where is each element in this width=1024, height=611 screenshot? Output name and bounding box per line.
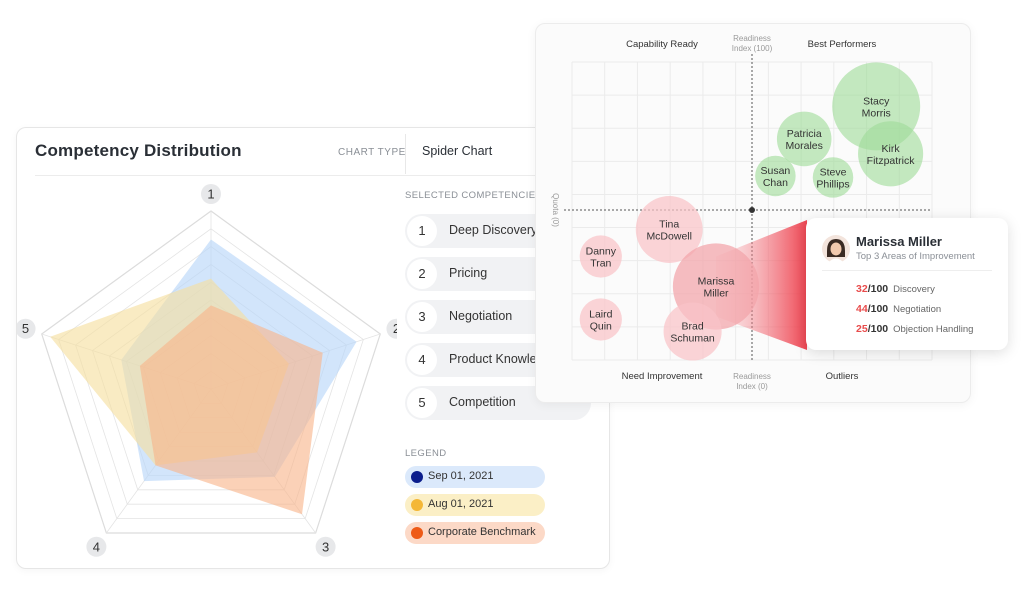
bubble-label: Steve Phillips xyxy=(816,166,849,190)
radar-axis-label: 5 xyxy=(22,321,29,336)
bubble-point xyxy=(812,157,854,198)
axis-label: Quota (0) xyxy=(551,193,560,227)
improvement-row: 32/100 Discovery xyxy=(856,283,935,295)
legend-dot-icon xyxy=(411,471,423,483)
card-title: Competency Distribution xyxy=(35,141,242,160)
readiness-quadrant-card: Stacy Morris Kirk Fitzpatrick Patricia Morale… xyxy=(535,23,971,403)
radar-axis-badge xyxy=(386,318,397,339)
legend-item-sep: Sep 01, 2021 xyxy=(405,466,545,488)
improvement-row: 44/100 Negotiation xyxy=(856,303,941,315)
radar-axis-badge xyxy=(17,318,36,339)
selected-competencies-label: SELECTED COMPETENCIES xyxy=(405,190,543,201)
competency-label: Deep Discovery xyxy=(449,223,538,237)
chart-type-select[interactable]: Spider Chart xyxy=(422,144,493,158)
competency-distribution-card: Competency Distribution CHART TYPE Spide… xyxy=(16,127,610,569)
axis-label: Readiness xyxy=(733,372,771,381)
quadrant-label: Best Performers xyxy=(808,39,877,50)
radar-axis-label: 2 xyxy=(393,321,397,336)
bubble-label: Susan Chan xyxy=(761,165,791,189)
score-max: /100 xyxy=(867,283,889,295)
competency-number: 1 xyxy=(407,216,437,246)
bubble-point xyxy=(755,155,796,197)
radar-axis-label: 1 xyxy=(207,187,214,202)
quadrant-label: Capability Ready xyxy=(626,39,698,50)
bubble-label: Brad Schuman xyxy=(670,321,715,345)
bubble-point xyxy=(579,235,622,278)
header-divider-line xyxy=(35,175,595,176)
bubble-point xyxy=(579,298,622,341)
radar-axis-badge xyxy=(315,536,336,557)
bubble-label: Kirk Fitzpatrick xyxy=(867,143,916,167)
score-value: 25 xyxy=(856,323,868,335)
bubble-point xyxy=(663,302,722,361)
bubble-label: Marissa Miller xyxy=(698,276,735,300)
radar-axis-label: 4 xyxy=(93,539,100,554)
header-divider xyxy=(405,134,406,174)
competency-number: 2 xyxy=(407,259,437,289)
radar-series-3 xyxy=(139,305,323,515)
legend-item-benchmark: Corporate Benchmark xyxy=(405,522,545,544)
score-value: 44 xyxy=(856,303,868,315)
competency-label: Product Knowledge xyxy=(449,352,558,366)
radar-axis-badge xyxy=(201,184,221,204)
area-label: Negotiation xyxy=(893,304,942,315)
competency-number: 3 xyxy=(407,302,437,332)
competency-label: Negotiation xyxy=(449,309,513,323)
area-label: Discovery xyxy=(893,284,935,295)
axis-label: Readiness xyxy=(733,34,771,43)
bubble-label: Tina McDowell xyxy=(646,219,692,243)
competency-label: Pricing xyxy=(449,266,488,280)
score-value: 32 xyxy=(856,283,868,295)
bubble-point xyxy=(858,121,924,187)
radar-grid-ring xyxy=(58,228,364,520)
bubble-point xyxy=(776,111,832,167)
legend-text: Sep 01, 2021 xyxy=(428,470,494,482)
quadrant-label: Need Improvement xyxy=(622,371,703,382)
bubble-label: Stacy Morris xyxy=(862,95,891,119)
bubble-label: Patricia Morales xyxy=(786,128,823,152)
legend-text: Corporate Benchmark xyxy=(428,526,536,538)
tooltip-divider xyxy=(822,270,992,271)
bubble-label: Laird Quin xyxy=(589,309,613,333)
radar-axis-badge xyxy=(86,536,107,557)
legend-label: LEGEND xyxy=(405,448,447,459)
competency-number: 4 xyxy=(407,345,437,375)
chart-type-label: CHART TYPE xyxy=(338,147,406,158)
area-label: Objection Handling xyxy=(893,324,974,335)
tooltip-subtitle: Top 3 Areas of Improvement xyxy=(856,251,975,262)
spider-chart: 1 2 3 4 5 xyxy=(17,184,397,557)
axis-label: Index (0) xyxy=(736,382,768,391)
score-max: /100 xyxy=(867,323,889,335)
competency-number: 5 xyxy=(407,388,437,418)
bubble-point xyxy=(635,196,703,263)
score-max: /100 xyxy=(867,303,889,315)
legend-dot-icon xyxy=(411,527,423,539)
legend-item-aug: Aug 01, 2021 xyxy=(405,494,545,516)
competency-label: Competition xyxy=(449,395,516,409)
tooltip-name: Marissa Miller xyxy=(856,234,942,249)
improvement-row: 25/100 Objection Handling xyxy=(856,323,973,335)
bubble-label: Danny Tran xyxy=(586,246,617,270)
avatar xyxy=(822,235,850,263)
axis-origin xyxy=(749,207,755,213)
legend-text: Aug 01, 2021 xyxy=(428,498,494,510)
quadrant-label: Outliers xyxy=(826,371,859,382)
radar-axis-label: 3 xyxy=(322,539,329,554)
rep-detail-tooltip: Marissa Miller Top 3 Areas of Improvemen… xyxy=(806,218,1008,350)
axis-label: Index (100) xyxy=(732,44,773,53)
legend-dot-icon xyxy=(411,499,423,511)
quadrant-bubble-chart: Stacy Morris Kirk Fitzpatrick Patricia Morale… xyxy=(551,34,933,391)
